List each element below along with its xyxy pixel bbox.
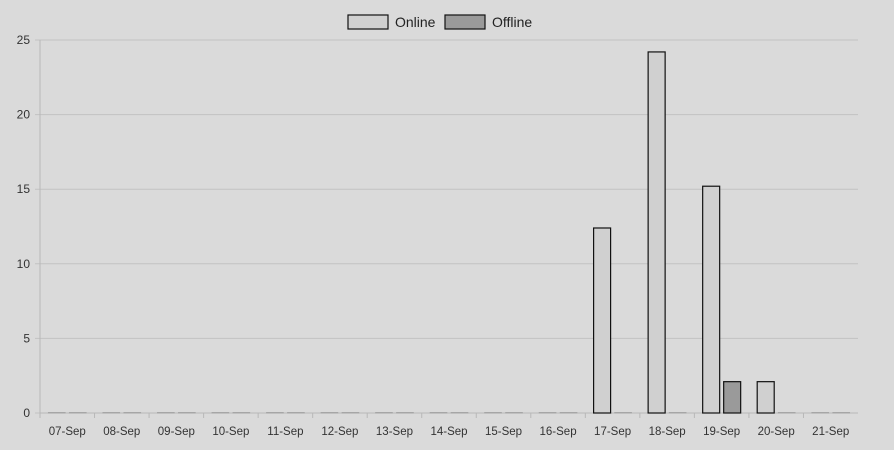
bar-offline-16-Sep [559, 412, 578, 414]
bar-offline-18-Sep [668, 412, 687, 414]
y-tick-label: 10 [17, 257, 31, 271]
bar-offline-19-Sep [723, 381, 742, 414]
bar-offline-15-Sep [505, 412, 523, 414]
y-tick-label: 15 [17, 182, 31, 196]
bar-offline-13-Sep [396, 412, 414, 414]
x-tick-label: 11-Sep [267, 426, 303, 438]
legend-label-offline[interactable]: Offline [492, 14, 532, 30]
bar-offline-11-Sep [287, 412, 305, 414]
bar-offline-17-Sep [614, 412, 632, 414]
y-tick-label: 25 [17, 33, 31, 47]
bar-offline-14-Sep [450, 412, 469, 414]
bar-offline-10-Sep [232, 412, 251, 414]
y-tick-label: 5 [23, 331, 30, 345]
x-tick-label: 08-Sep [103, 426, 140, 438]
bar-online-20-Sep [756, 381, 775, 414]
y-tick-label: 0 [23, 406, 30, 420]
x-tick-label: 07-Sep [49, 426, 86, 438]
x-tick-label: 10-Sep [212, 426, 249, 438]
x-tick-label: 19-Sep [703, 426, 740, 438]
bar-offline-07-Sep [68, 412, 87, 414]
bar-online-10-Sep [211, 412, 230, 414]
x-tick-label: 17-Sep [594, 426, 631, 438]
x-tick-label: 21-Sep [812, 426, 849, 438]
bar-online-21-Sep [811, 412, 830, 414]
bar-offline-12-Sep [341, 412, 360, 414]
bar-offline-21-Sep [832, 412, 851, 414]
bar-online-16-Sep [538, 412, 557, 414]
x-tick-label: 20-Sep [758, 426, 795, 438]
legend-swatch-online[interactable] [347, 14, 389, 30]
legend: Online Offline [347, 14, 532, 30]
bar-online-08-Sep [102, 412, 121, 414]
bar-online-15-Sep [484, 412, 502, 414]
legend-label-online[interactable]: Online [395, 14, 436, 30]
x-tick-label: 18-Sep [649, 426, 686, 438]
bar-online-18-Sep [647, 51, 666, 414]
bar-online-11-Sep [266, 412, 284, 414]
grid-layer [35, 39, 858, 414]
bar-online-19-Sep [702, 185, 721, 414]
x-tick-label: 14-Sep [430, 426, 467, 438]
bars-layer [47, 51, 851, 414]
bar-online-13-Sep [375, 412, 393, 414]
bar-offline-09-Sep [178, 412, 196, 414]
legend-swatch-offline[interactable] [444, 14, 486, 30]
bar-offline-08-Sep [123, 412, 142, 414]
bar-online-14-Sep [429, 412, 448, 414]
bar-offline-20-Sep [777, 412, 796, 414]
bar-online-07-Sep [47, 412, 66, 414]
x-tick-label: 12-Sep [321, 426, 358, 438]
bar-online-09-Sep [157, 412, 175, 414]
y-tick-label: 20 [17, 108, 31, 122]
x-tick-label: 13-Sep [376, 426, 413, 438]
bar-online-12-Sep [320, 412, 339, 414]
bar-online-17-Sep [592, 227, 612, 414]
x-tick-label: 15-Sep [485, 426, 522, 438]
x-tick-label: 16-Sep [540, 426, 577, 438]
x-tick-label: 09-Sep [158, 426, 195, 438]
axis-layer: 0 5 10 15 20 25 07-Sep 08-Sep 09-Sep 10-Sep 11-Sep… [17, 33, 858, 438]
